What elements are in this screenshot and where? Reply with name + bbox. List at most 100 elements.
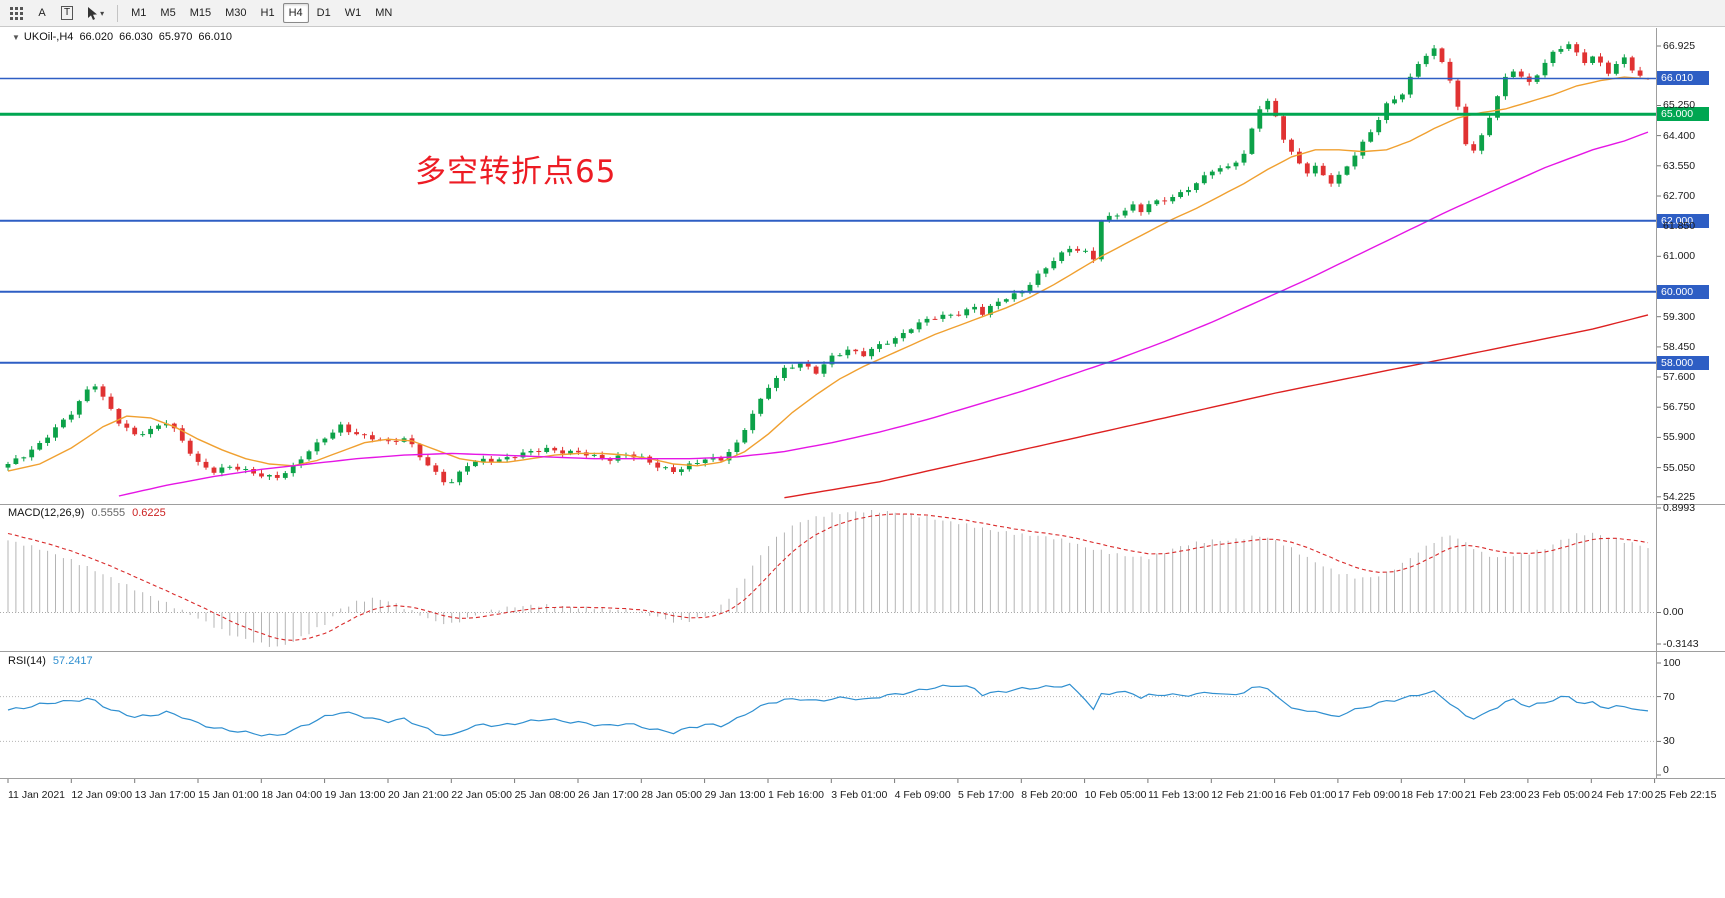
timeframe-button-m1[interactable]: M1: [131, 7, 147, 19]
candle-body: [1566, 44, 1572, 49]
candle-body: [100, 386, 106, 397]
candle-body: [1201, 175, 1207, 184]
ma-line-medium-magenta[interactable]: [118, 131, 1649, 497]
candle-body: [1257, 109, 1263, 129]
rsi-line[interactable]: [7, 683, 1649, 737]
t-box-icon: T: [61, 6, 74, 20]
timeframe-button-m15[interactable]: M15: [189, 7, 212, 19]
candle-body: [1479, 135, 1485, 151]
candle-body: [1209, 171, 1215, 176]
candle-body: [520, 452, 526, 458]
candle-body: [1217, 168, 1223, 172]
candle-body: [1162, 200, 1168, 202]
candle-body: [282, 473, 288, 478]
candle-body: [1487, 117, 1492, 136]
candle-body: [1606, 62, 1611, 74]
candle-body: [322, 438, 328, 443]
candles-layer: [5, 41, 1651, 486]
candle-body: [171, 423, 177, 429]
candle-body: [718, 457, 724, 461]
candle-body: [425, 457, 431, 466]
candle-body: [1067, 248, 1073, 253]
candle-body: [892, 338, 898, 344]
candle-body: [330, 432, 336, 439]
chevron-down-icon: ▾: [100, 8, 105, 18]
candle-body: [552, 447, 558, 451]
candle-body: [1352, 155, 1358, 167]
timeframe-buttons: M1 M5 M15 M30 H1 H4 D1 W1 MN: [125, 3, 398, 23]
candle-body: [496, 459, 502, 462]
candle-body: [980, 306, 985, 315]
candle-body: [1471, 144, 1477, 151]
candle-body: [1368, 132, 1374, 142]
candle-body: [1154, 200, 1160, 205]
candle-body: [1360, 141, 1366, 156]
candle-body: [964, 309, 970, 316]
candle-body: [686, 463, 692, 470]
candle-body: [1233, 162, 1239, 167]
candle-body: [789, 367, 795, 369]
candle-body: [591, 454, 597, 456]
candle-body: [1407, 76, 1413, 95]
candle-body: [1003, 299, 1009, 302]
candle-body: [813, 366, 819, 374]
candle-body: [908, 329, 914, 333]
candle-body: [1423, 55, 1429, 65]
timeframe-button-w1[interactable]: W1: [344, 7, 362, 19]
candle-body: [821, 364, 827, 374]
candle-body: [694, 463, 700, 464]
candle-body: [1431, 48, 1437, 56]
ma-line-fast-orange[interactable]: [7, 76, 1649, 472]
candle-body: [1463, 106, 1469, 145]
candle-body: [13, 458, 19, 464]
candle-body: [1178, 192, 1183, 197]
candle-body: [219, 467, 225, 473]
candle-body: [916, 322, 922, 330]
candle-body: [512, 457, 518, 459]
candle-body: [1598, 56, 1603, 63]
candle-body: [21, 457, 27, 459]
candle-body: [1328, 175, 1334, 184]
text-label-tool-t-button[interactable]: T: [55, 3, 79, 23]
candle-body: [1146, 204, 1152, 213]
candle-body: [1439, 48, 1445, 62]
candle-body: [187, 440, 193, 454]
candle-body: [140, 434, 146, 436]
candle-body: [940, 314, 946, 319]
candle-body: [1091, 250, 1096, 260]
candle-body: [1122, 210, 1128, 216]
candle-body: [362, 434, 367, 436]
timeframe-button-h1[interactable]: H1: [260, 7, 275, 19]
candle-body: [1550, 51, 1556, 63]
candle-body: [433, 465, 439, 472]
text-tool-a-button[interactable]: A: [38, 7, 46, 19]
candle-body: [259, 473, 264, 477]
candle-body: [370, 435, 375, 440]
ma-line-slow-red[interactable]: [784, 314, 1649, 499]
candle-body: [1510, 71, 1516, 77]
timeframe-button-m30[interactable]: M30: [225, 7, 247, 19]
timeframe-button-d1[interactable]: D1: [316, 7, 331, 19]
candle-body: [243, 469, 249, 470]
candle-body: [869, 348, 874, 357]
candle-body: [1400, 94, 1405, 100]
candle-body: [1637, 70, 1643, 76]
candle-body: [1083, 250, 1088, 252]
timeframe-button-m5[interactable]: M5: [160, 7, 176, 19]
candle-body: [156, 425, 161, 429]
candle-body: [647, 456, 653, 463]
cursor-tool-button[interactable]: ▾: [81, 3, 110, 23]
timeframe-button-h4[interactable]: H4: [282, 3, 309, 23]
grid-icon-glyph: [10, 6, 23, 20]
candle-body: [290, 465, 296, 474]
candle-body: [1241, 153, 1247, 163]
timeframe-button-mn[interactable]: MN: [375, 7, 393, 19]
grid-icon[interactable]: [4, 3, 29, 23]
candle-body: [1415, 64, 1421, 77]
candle-body: [465, 466, 470, 472]
candle-body: [1098, 220, 1104, 260]
toolbar-separator: [117, 4, 119, 22]
candle-body: [148, 428, 153, 435]
candle-body: [314, 442, 320, 452]
